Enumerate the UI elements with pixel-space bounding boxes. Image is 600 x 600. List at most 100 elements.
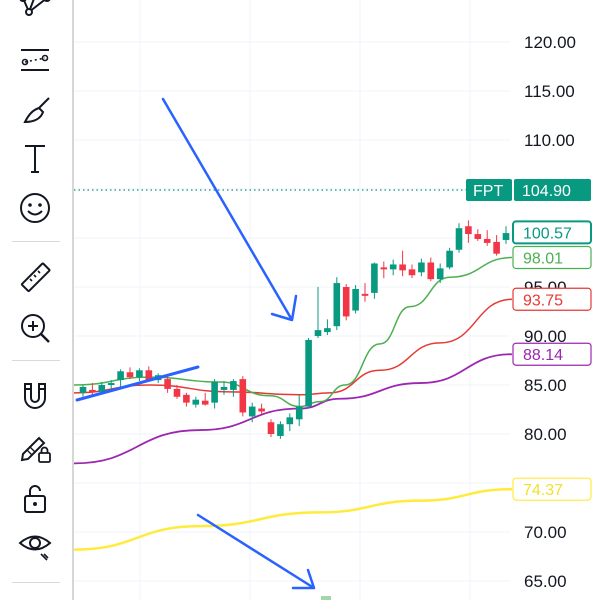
candle-body bbox=[295, 406, 303, 420]
candle bbox=[371, 262, 378, 299]
ticker-badge bbox=[466, 178, 512, 201]
candle bbox=[502, 226, 510, 244]
candle-body bbox=[324, 328, 331, 333]
candle-body bbox=[267, 422, 275, 434]
last-price-badge: FPT 104.90 bbox=[466, 178, 591, 201]
candle bbox=[418, 258, 425, 277]
hide-drawings-tool-button[interactable] bbox=[10, 522, 60, 566]
ma-badge-value: 93.75 bbox=[523, 292, 563, 309]
candle-body bbox=[493, 241, 500, 254]
candle bbox=[333, 277, 341, 331]
candle-body bbox=[79, 386, 87, 393]
magnet-tool-button[interactable] bbox=[10, 374, 60, 418]
ma-badge: 93.75 bbox=[512, 287, 592, 311]
candle-body bbox=[98, 385, 106, 392]
candle-body bbox=[173, 388, 181, 397]
candle-body bbox=[389, 264, 397, 270]
candle bbox=[220, 381, 228, 395]
candle bbox=[267, 419, 275, 437]
unlock-tool-button[interactable] bbox=[10, 476, 60, 520]
candle-body bbox=[258, 408, 265, 412]
candle bbox=[342, 284, 350, 321]
pattern-tool-button[interactable] bbox=[10, 0, 60, 32]
candle-body bbox=[455, 228, 463, 250]
candle-body bbox=[361, 293, 369, 296]
ruler-tool-icon bbox=[20, 262, 51, 293]
ma-line-red bbox=[73, 298, 513, 396]
candle-body bbox=[502, 233, 510, 240]
candle bbox=[389, 259, 397, 276]
candle bbox=[314, 287, 322, 338]
arrow-drawing-bottom[interactable] bbox=[196, 513, 316, 590]
candle-body bbox=[352, 288, 359, 311]
forecast-tool-button[interactable] bbox=[10, 38, 60, 82]
candle-body bbox=[371, 263, 378, 293]
text-tool-button[interactable] bbox=[10, 136, 60, 180]
candle-body bbox=[117, 371, 124, 381]
zoom-in-tool-button[interactable] bbox=[10, 306, 60, 350]
emoji-tool-icon bbox=[20, 193, 50, 223]
chart-grid bbox=[74, 0, 510, 600]
candle bbox=[89, 383, 96, 395]
candle bbox=[361, 283, 369, 302]
candle-body bbox=[314, 330, 322, 336]
candle bbox=[79, 385, 87, 397]
candle bbox=[474, 229, 482, 241]
lock-drawings-tool-icon bbox=[20, 436, 51, 463]
magnet-tool-icon bbox=[24, 383, 46, 409]
candle bbox=[145, 366, 153, 381]
candle-body bbox=[230, 381, 237, 390]
candle-body bbox=[436, 268, 444, 280]
ma-badge-value: 74.37 bbox=[523, 482, 563, 499]
user-drawings[interactable] bbox=[75, 97, 316, 590]
candle-body bbox=[286, 417, 294, 425]
toolbar-divider bbox=[72, 0, 74, 600]
brush-tool-button[interactable] bbox=[10, 88, 60, 132]
candle-body bbox=[183, 394, 190, 403]
price-axis-label: 80.00 bbox=[524, 425, 567, 444]
candle bbox=[455, 223, 463, 253]
candle-body bbox=[220, 386, 228, 390]
candle-body bbox=[446, 250, 453, 268]
price-axis-label: 85.00 bbox=[524, 376, 567, 395]
candle-body bbox=[333, 283, 341, 327]
ma-badge-value: 100.57 bbox=[523, 225, 572, 242]
ruler-tool-button[interactable] bbox=[10, 256, 60, 300]
ma-badge-value: 98.01 bbox=[523, 251, 563, 268]
pattern-tool-icon bbox=[19, 0, 51, 16]
volume-bar bbox=[321, 596, 331, 600]
ma-value-badges: 100.57 98.01 93.75 88.14 74.37 bbox=[512, 220, 592, 501]
ticker-symbol: FPT bbox=[473, 183, 503, 200]
ma-badge-box bbox=[512, 342, 592, 366]
price-axis[interactable]: 120.00115.00110.00100.0095.0090.0085.008… bbox=[524, 33, 576, 591]
candle bbox=[483, 230, 491, 246]
candle-body bbox=[399, 264, 406, 271]
price-axis-label: 70.00 bbox=[524, 523, 567, 542]
candle bbox=[427, 257, 435, 282]
brush-tool-icon bbox=[23, 97, 50, 124]
candle bbox=[305, 337, 312, 409]
trend-line-drawing[interactable] bbox=[75, 365, 200, 402]
candle bbox=[248, 402, 256, 423]
candle bbox=[436, 263, 444, 284]
ma-badge-box bbox=[512, 245, 592, 270]
candle-body bbox=[192, 399, 200, 405]
emoji-tool-button[interactable] bbox=[10, 186, 60, 230]
price-axis-label: 120.00 bbox=[524, 33, 576, 52]
candle bbox=[399, 250, 406, 277]
candle bbox=[295, 394, 303, 427]
candle-body bbox=[136, 370, 143, 378]
candle bbox=[164, 375, 171, 393]
ma-line-purple bbox=[73, 353, 513, 465]
candle-body bbox=[239, 379, 247, 413]
candle bbox=[324, 319, 331, 336]
arrow-drawing-down[interactable] bbox=[161, 97, 298, 322]
lock-drawings-tool-button[interactable] bbox=[10, 424, 60, 468]
last-price-box bbox=[514, 178, 591, 201]
candle bbox=[183, 392, 190, 407]
candle bbox=[136, 368, 143, 382]
ma-line-yellow bbox=[73, 487, 513, 551]
price-axis-label: 110.00 bbox=[524, 131, 575, 150]
